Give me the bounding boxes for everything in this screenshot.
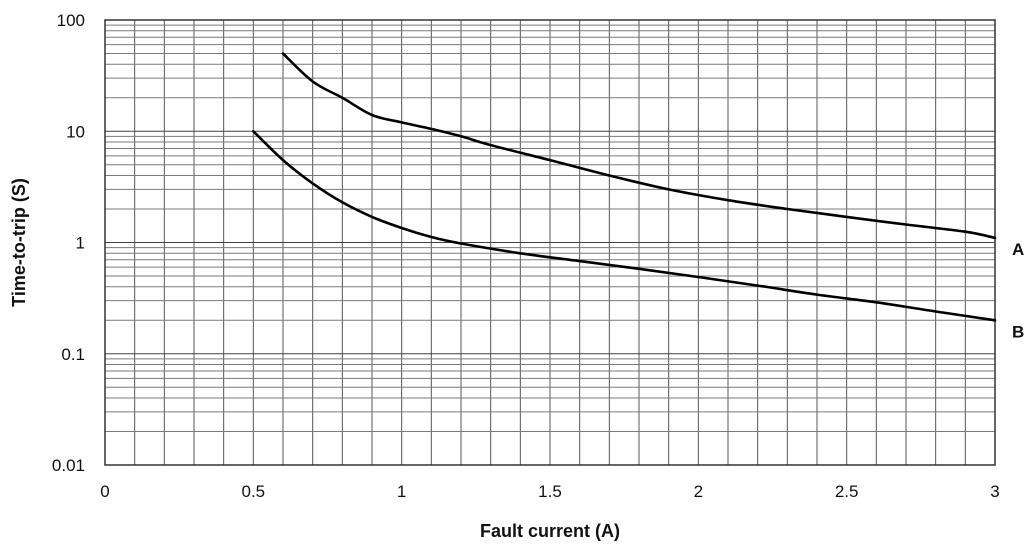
x-tick-label: 2.5 [835,482,859,501]
y-tick-label: 100 [57,11,85,30]
x-tick-label: 3 [990,482,999,501]
y-axis: 100 10 1 0.1 0.01 [52,11,85,475]
x-axis-title: Fault current (A) [480,521,620,541]
y-tick-label: 10 [66,122,85,141]
x-tick-label: 0 [100,482,109,501]
x-tick-label: 2 [694,482,703,501]
grid [104,20,996,466]
y-axis-title: Time-to-trip (S) [9,178,29,307]
y-tick-label: 0.1 [61,345,85,364]
curves: AB [252,52,1024,341]
curve-a [281,52,997,240]
curve-label-b: B [1012,322,1024,341]
y-tick-label: 1 [76,234,85,253]
curve-b [252,130,997,322]
x-tick-label: 1 [397,482,406,501]
curve-label-a: A [1012,240,1024,259]
x-tick-label: 0.5 [242,482,266,501]
x-axis: 0 0.5 1 1.5 2 2.5 3 [100,482,999,501]
y-tick-label: 0.01 [52,456,85,475]
plot-frame [104,19,996,466]
x-tick-label: 1.5 [538,482,562,501]
